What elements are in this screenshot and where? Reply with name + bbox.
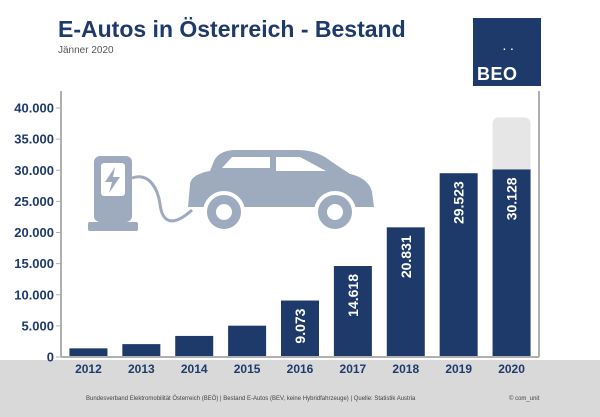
- y-tick-15.000: 15.000: [14, 256, 54, 271]
- y-tick-20.000: 20.000: [14, 225, 54, 240]
- data-label-2020: 30.128: [504, 177, 520, 220]
- footer-band: [0, 360, 600, 417]
- data-label-2019: 29.523: [451, 181, 467, 224]
- x-tick-2015: 2015: [234, 362, 261, 376]
- charging-station-icon: [88, 156, 138, 231]
- y-tick-40.000: 40.000: [14, 101, 54, 116]
- logo-dots: . .: [503, 42, 515, 53]
- x-tick-2019: 2019: [445, 362, 472, 376]
- footer-source: Bundesverband Elektromobilität Österreic…: [86, 396, 416, 402]
- beo-logo: . . BEO: [473, 18, 541, 86]
- y-tick-5.000: 5.000: [21, 318, 54, 333]
- data-label-2017: 14.618: [345, 274, 361, 317]
- x-tick-2017: 2017: [340, 362, 367, 376]
- car-icon: [188, 150, 374, 233]
- bar-2018: [386, 227, 425, 357]
- charging-cable-icon: [131, 175, 194, 223]
- bar-2019: [439, 173, 478, 357]
- charging-car-icon: [88, 150, 374, 233]
- x-tick-2014: 2014: [181, 362, 208, 376]
- data-label-2018: 20.831: [398, 235, 414, 278]
- bar-2020: [492, 169, 531, 357]
- x-tick-2018: 2018: [392, 362, 419, 376]
- footer-credit: © com_unit: [509, 396, 540, 402]
- bar-2012: [69, 348, 108, 357]
- page-subtitle: Jänner 2020: [58, 45, 114, 56]
- bar-2013: [122, 344, 161, 357]
- bar-2016: [281, 300, 319, 357]
- bar-2014: [175, 335, 214, 357]
- bar-2017: [333, 266, 372, 357]
- tree-icon: [538, 289, 600, 360]
- x-tick-2016: 2016: [287, 362, 314, 376]
- y-tick-25.000: 25.000: [14, 194, 54, 209]
- y-tick-10.000: 10.000: [14, 287, 54, 302]
- page-title: E-Autos in Österreich - Bestand: [58, 16, 406, 42]
- bar-2015: [228, 325, 267, 357]
- x-tick-2013: 2013: [128, 362, 155, 376]
- data-label-2016: 9.073: [292, 308, 308, 343]
- x-tick-2012: 2012: [75, 362, 102, 376]
- x-tick-2020: 2020: [498, 362, 525, 376]
- y-tick-30.000: 30.000: [14, 163, 54, 178]
- logo-text: BEO: [477, 64, 518, 84]
- y-tick-0: 0: [47, 350, 54, 365]
- y-tick-35.000: 35.000: [14, 132, 54, 147]
